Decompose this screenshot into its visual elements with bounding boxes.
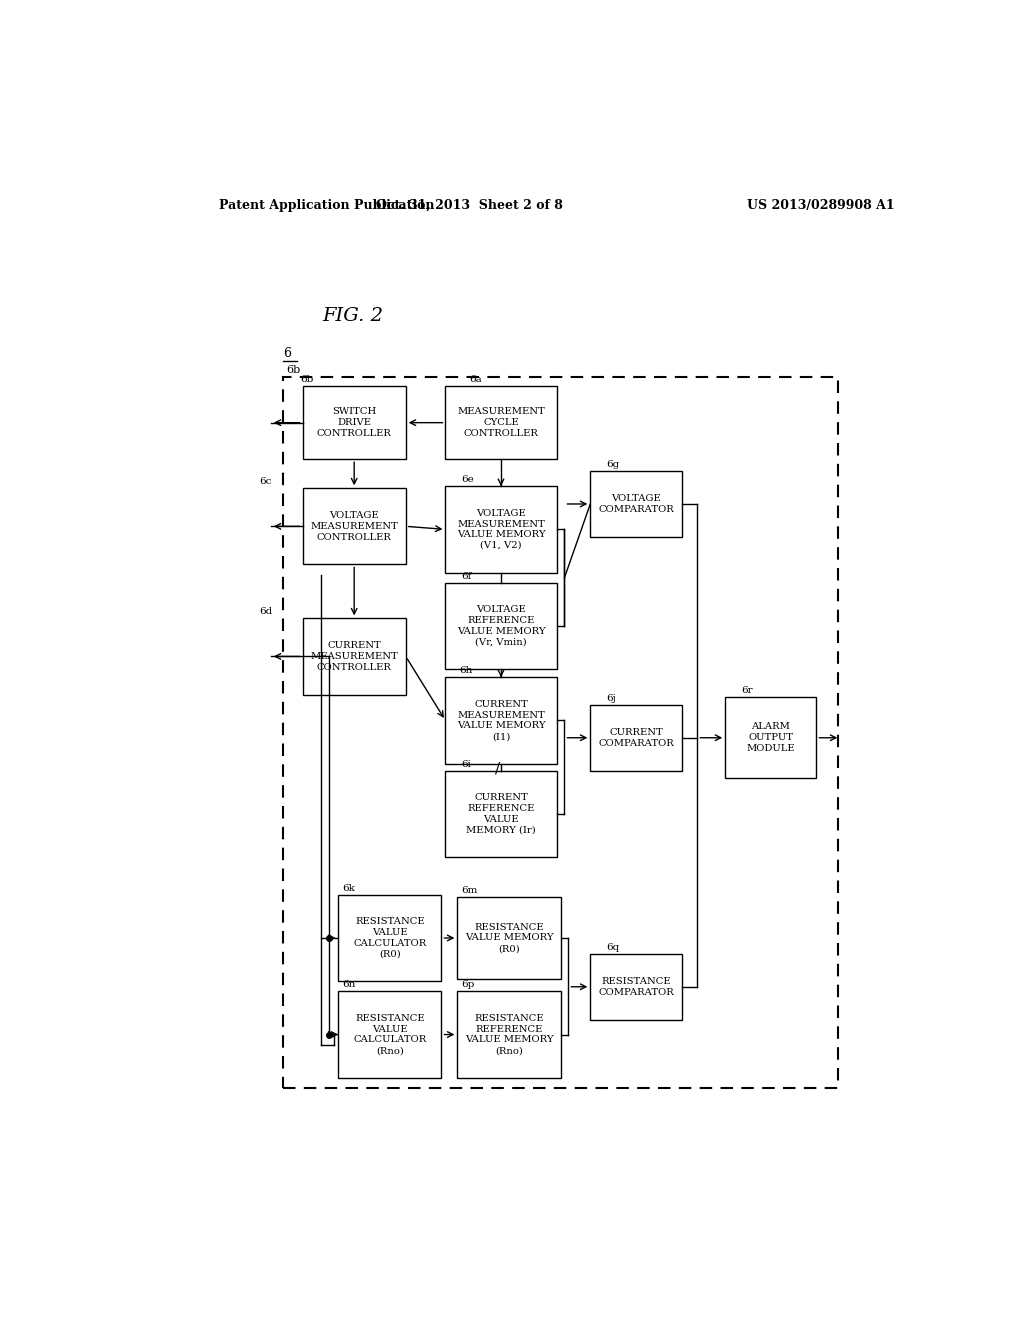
Text: VOLTAGE
MEASUREMENT
CONTROLLER: VOLTAGE MEASUREMENT CONTROLLER bbox=[310, 511, 398, 541]
Text: 6e: 6e bbox=[461, 475, 474, 484]
Text: 6c: 6c bbox=[259, 478, 271, 486]
Bar bbox=[303, 488, 406, 565]
Bar bbox=[283, 378, 839, 1089]
Bar bbox=[458, 898, 560, 978]
Bar bbox=[725, 697, 816, 779]
Text: 6d: 6d bbox=[259, 607, 272, 616]
Text: CURRENT
REFERENCE
VALUE
MEMORY (Ir): CURRENT REFERENCE VALUE MEMORY (Ir) bbox=[466, 793, 536, 834]
Text: SWITCH
DRIVE
CONTROLLER: SWITCH DRIVE CONTROLLER bbox=[316, 408, 391, 438]
Text: 6f: 6f bbox=[461, 572, 472, 581]
Text: VOLTAGE
REFERENCE
VALUE MEMORY
(Vr, Vmin): VOLTAGE REFERENCE VALUE MEMORY (Vr, Vmin… bbox=[457, 606, 546, 647]
Text: FIG. 2: FIG. 2 bbox=[323, 308, 383, 325]
Text: ALARM
OUTPUT
MODULE: ALARM OUTPUT MODULE bbox=[746, 722, 795, 752]
Text: 6k: 6k bbox=[342, 884, 355, 892]
Text: CURRENT
MEASUREMENT
VALUE MEMORY
(I1): CURRENT MEASUREMENT VALUE MEMORY (I1) bbox=[457, 700, 546, 741]
Text: CURRENT
MEASUREMENT
CONTROLLER: CURRENT MEASUREMENT CONTROLLER bbox=[310, 642, 398, 672]
Text: RESISTANCE
VALUE
CALCULATOR
(Rno): RESISTANCE VALUE CALCULATOR (Rno) bbox=[353, 1014, 427, 1055]
Text: 6n: 6n bbox=[342, 981, 355, 989]
Text: /: / bbox=[495, 762, 500, 775]
Text: CURRENT
COMPARATOR: CURRENT COMPARATOR bbox=[598, 727, 674, 747]
Bar bbox=[445, 771, 557, 857]
Text: Oct. 31, 2013  Sheet 2 of 8: Oct. 31, 2013 Sheet 2 of 8 bbox=[376, 198, 562, 211]
Text: 6g: 6g bbox=[606, 459, 620, 469]
Bar bbox=[590, 471, 682, 537]
Bar bbox=[445, 677, 557, 764]
Text: US 2013/0289908 A1: US 2013/0289908 A1 bbox=[748, 198, 895, 211]
Text: 6: 6 bbox=[283, 347, 291, 359]
Text: 6p: 6p bbox=[461, 981, 475, 989]
Bar bbox=[338, 895, 441, 981]
Bar bbox=[445, 385, 557, 459]
Bar bbox=[303, 618, 406, 694]
Text: VOLTAGE
COMPARATOR: VOLTAGE COMPARATOR bbox=[598, 494, 674, 513]
Text: 6q: 6q bbox=[606, 942, 620, 952]
Text: RESISTANCE
COMPARATOR: RESISTANCE COMPARATOR bbox=[598, 977, 674, 997]
Bar bbox=[338, 991, 441, 1077]
Text: 6m: 6m bbox=[461, 886, 477, 895]
Text: VOLTAGE
MEASUREMENT
VALUE MEMORY
(V1, V2): VOLTAGE MEASUREMENT VALUE MEMORY (V1, V2… bbox=[457, 508, 546, 550]
Text: 6a: 6a bbox=[469, 375, 482, 384]
Text: 6i: 6i bbox=[461, 760, 471, 768]
Bar bbox=[303, 385, 406, 459]
Text: 6b: 6b bbox=[300, 375, 313, 384]
Text: RESISTANCE
VALUE
CALCULATOR
(R0): RESISTANCE VALUE CALCULATOR (R0) bbox=[353, 917, 427, 958]
Text: 6b: 6b bbox=[287, 364, 301, 375]
Bar bbox=[445, 582, 557, 669]
Text: Patent Application Publication: Patent Application Publication bbox=[219, 198, 435, 211]
Text: MEASUREMENT
CYCLE
CONTROLLER: MEASUREMENT CYCLE CONTROLLER bbox=[457, 408, 545, 438]
Bar bbox=[590, 705, 682, 771]
Text: 6r: 6r bbox=[741, 686, 753, 696]
Text: 6j: 6j bbox=[606, 694, 615, 702]
Bar bbox=[590, 954, 682, 1020]
Bar bbox=[445, 486, 557, 573]
Text: 6h: 6h bbox=[460, 667, 473, 676]
Bar bbox=[458, 991, 560, 1077]
Text: RESISTANCE
VALUE MEMORY
(R0): RESISTANCE VALUE MEMORY (R0) bbox=[465, 923, 553, 953]
Text: RESISTANCE
REFERENCE
VALUE MEMORY
(Rno): RESISTANCE REFERENCE VALUE MEMORY (Rno) bbox=[465, 1014, 553, 1055]
